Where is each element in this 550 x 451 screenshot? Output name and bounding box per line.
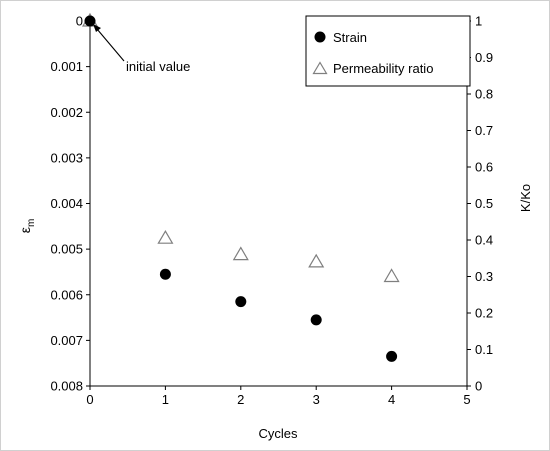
right-y-tick-label: 0.1 <box>475 342 493 357</box>
right-y-tick-label: 0.5 <box>475 196 493 211</box>
left-axis-title-main: εm <box>17 219 37 234</box>
legend-permeability-label: Permeability ratio <box>333 61 433 76</box>
right-y-tick-label: 0.7 <box>475 123 493 138</box>
strain-point <box>310 314 322 326</box>
left-y-tick-label: 0 <box>76 14 83 29</box>
permeability-point <box>232 246 249 261</box>
right-axis-title: K/Ko <box>518 184 533 212</box>
right-y-tick-label: 1 <box>475 14 482 29</box>
left-y-tick-label: 0.008 <box>50 379 83 394</box>
permeability-point <box>308 253 325 268</box>
left-y-tick-label: 0.007 <box>50 333 83 348</box>
right-y-tick-label: 0.9 <box>475 50 493 65</box>
left-axis-title-symbol: ε <box>17 227 33 233</box>
x-tick-label: 3 <box>313 392 320 407</box>
permeability-point <box>157 229 174 244</box>
legend-permeability-marker <box>312 61 328 75</box>
left-axis-title: εm <box>17 219 37 234</box>
strain-point <box>84 15 96 27</box>
left-axis-title-subscript: m <box>26 219 37 227</box>
left-y-tick-label: 0.001 <box>50 59 83 74</box>
x-tick-label: 1 <box>162 392 169 407</box>
right-y-tick-label: 0.4 <box>475 233 493 248</box>
marks-layer <box>81 12 400 362</box>
left-y-tick-label: 0.006 <box>50 287 83 302</box>
right-y-tick-label: 0.6 <box>475 160 493 175</box>
permeability-point <box>383 268 400 283</box>
legend-strain-marker <box>314 31 326 43</box>
right-y-tick-label: 0.2 <box>475 306 493 321</box>
x-tick-label: 0 <box>86 392 93 407</box>
left-y-tick-label: 0.005 <box>50 242 83 257</box>
legend: Strain Permeability ratio <box>305 15 471 87</box>
legend-box <box>305 15 471 87</box>
x-axis-title: Cycles <box>258 426 298 441</box>
ticks-layer: 0 1 2 3 4 500.0010.0020.0030.0040.0050.0060.0… <box>50 14 493 408</box>
legend-strain-label: Strain <box>333 30 367 45</box>
strain-point <box>235 296 247 308</box>
strain-point <box>386 350 398 362</box>
strain-point <box>159 268 171 280</box>
left-y-tick-label: 0.004 <box>50 196 83 211</box>
annotation-arrow-line <box>96 28 125 62</box>
x-tick-label: 4 <box>388 392 395 407</box>
x-tick-label: 5 <box>463 392 470 407</box>
x-tick-label: 2 <box>237 392 244 407</box>
annotation-initial-value: initial value <box>126 59 190 74</box>
right-y-tick-label: 0.8 <box>475 87 493 102</box>
left-y-tick-label: 0.003 <box>50 150 83 165</box>
right-y-tick-label: 0.3 <box>475 269 493 284</box>
annotation-arrow-head <box>93 24 101 32</box>
right-y-tick-label: 0 <box>475 379 482 394</box>
left-y-tick-label: 0.002 <box>50 105 83 120</box>
